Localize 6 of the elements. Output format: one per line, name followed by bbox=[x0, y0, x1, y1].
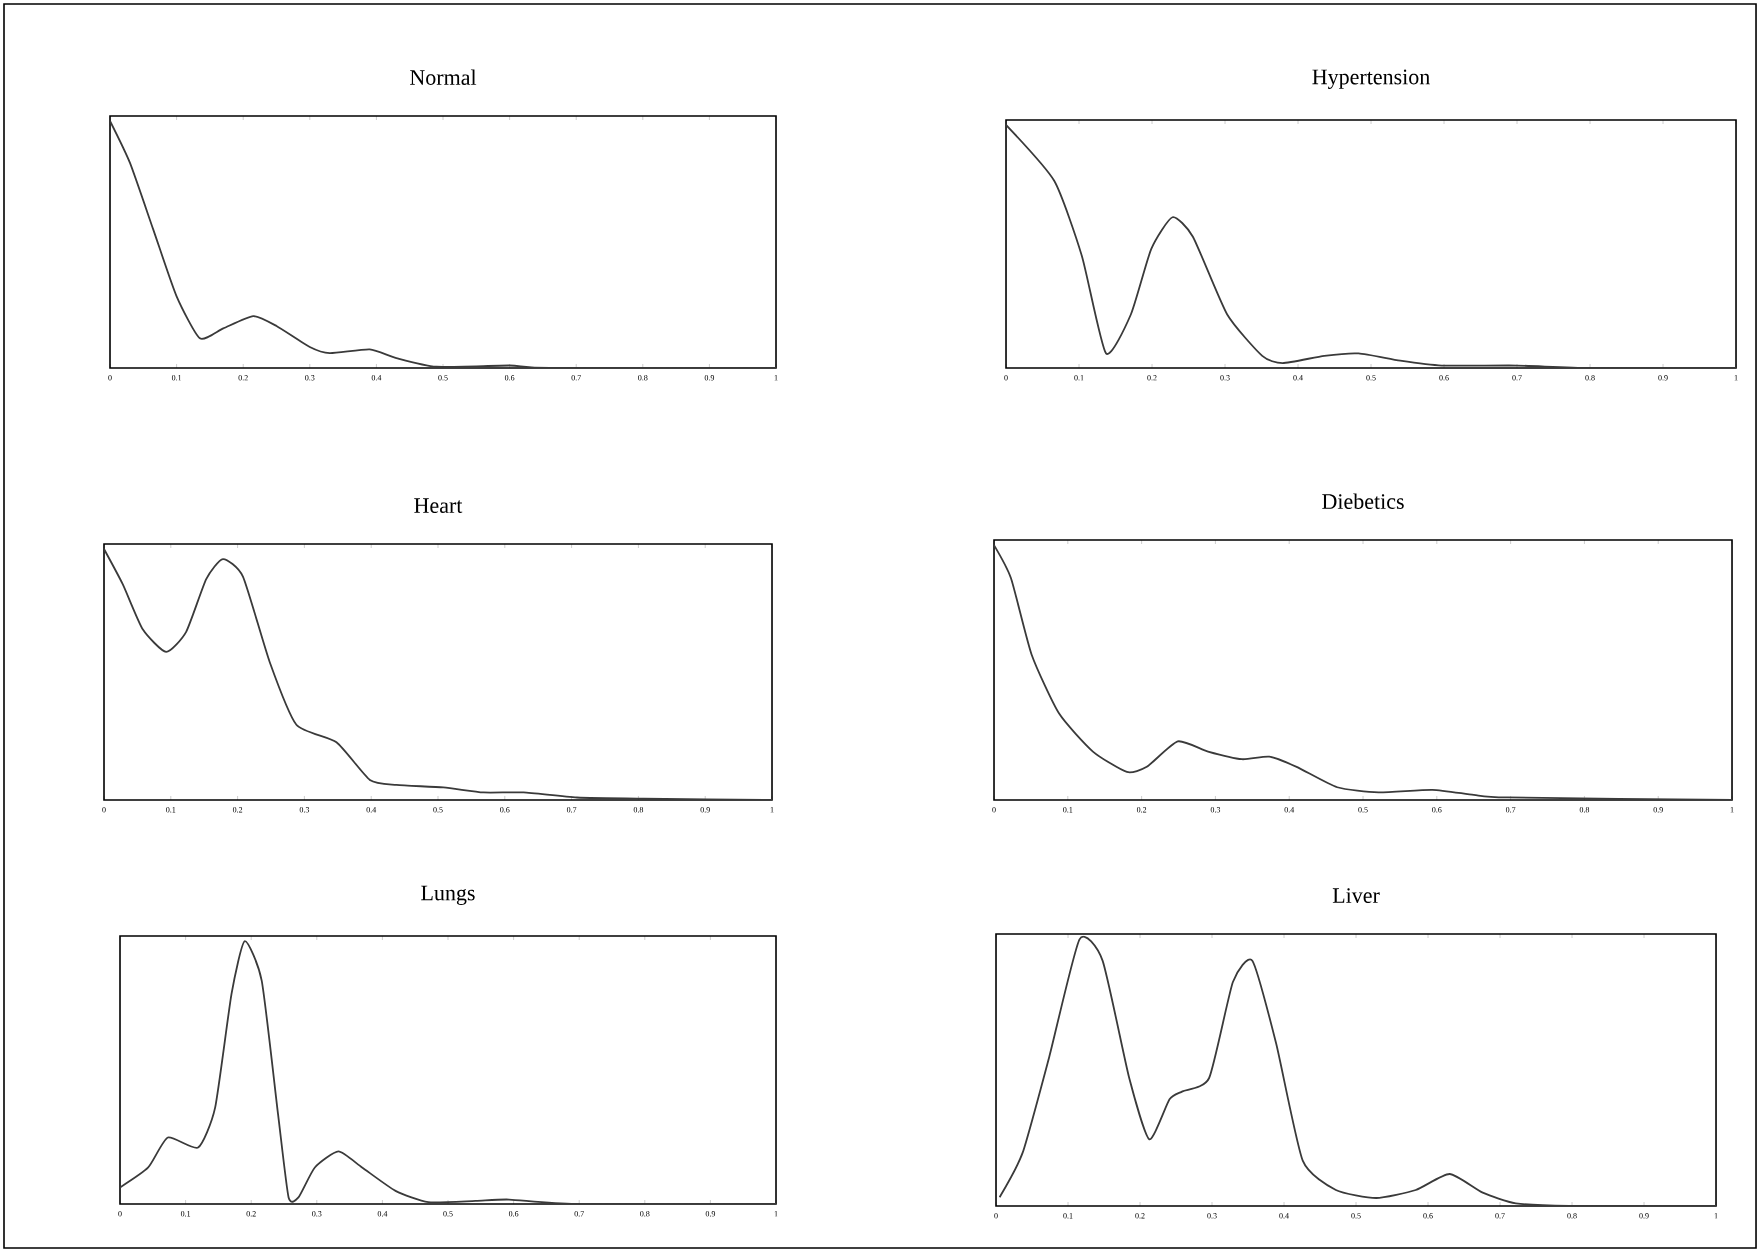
chart-title: Liver bbox=[1332, 888, 1380, 903]
chart-title: Lungs bbox=[421, 885, 475, 905]
chart-title: Hypertension bbox=[1312, 69, 1430, 89]
chart-title: Normal bbox=[410, 69, 477, 85]
chart-title: Diebetics bbox=[1322, 493, 1404, 509]
chart-title: Heart bbox=[414, 498, 463, 513]
